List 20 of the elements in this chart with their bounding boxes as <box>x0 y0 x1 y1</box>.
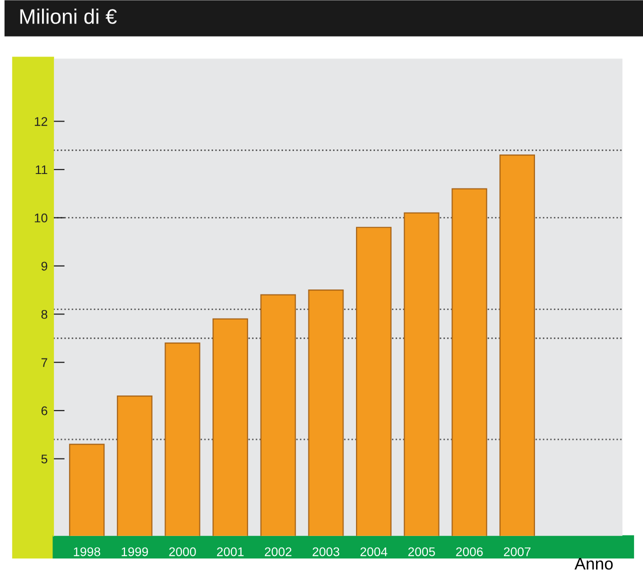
y-tick-label: 6 <box>41 406 48 416</box>
x-tick-label: 1999 <box>122 547 148 556</box>
chart-title: Milioni di € <box>20 8 117 24</box>
x-axis-title: Anno <box>574 558 613 570</box>
x-tick-label: 2002 <box>264 547 292 556</box>
x-tick-label: 2007 <box>504 547 530 556</box>
x-tick-label: 1998 <box>74 547 100 556</box>
x-tick-label: 2004 <box>360 547 388 556</box>
x-tick-label: 2000 <box>169 547 196 556</box>
y-tick-label: 5 <box>41 454 48 464</box>
y-tick-label: 10 <box>34 214 48 222</box>
x-tick-label: 2005 <box>408 547 435 556</box>
x-tick-label: 2006 <box>456 547 483 556</box>
y-tick-label: 12 <box>34 117 48 126</box>
y-tick-label: 11 <box>36 165 48 174</box>
y-tick-label: 8 <box>41 310 48 319</box>
y-tick-label: 9 <box>41 262 48 271</box>
x-tick-label: 2003 <box>312 547 340 556</box>
x-tick-label: 2001 <box>217 547 244 556</box>
y-tick-label: 7 <box>42 358 48 367</box>
